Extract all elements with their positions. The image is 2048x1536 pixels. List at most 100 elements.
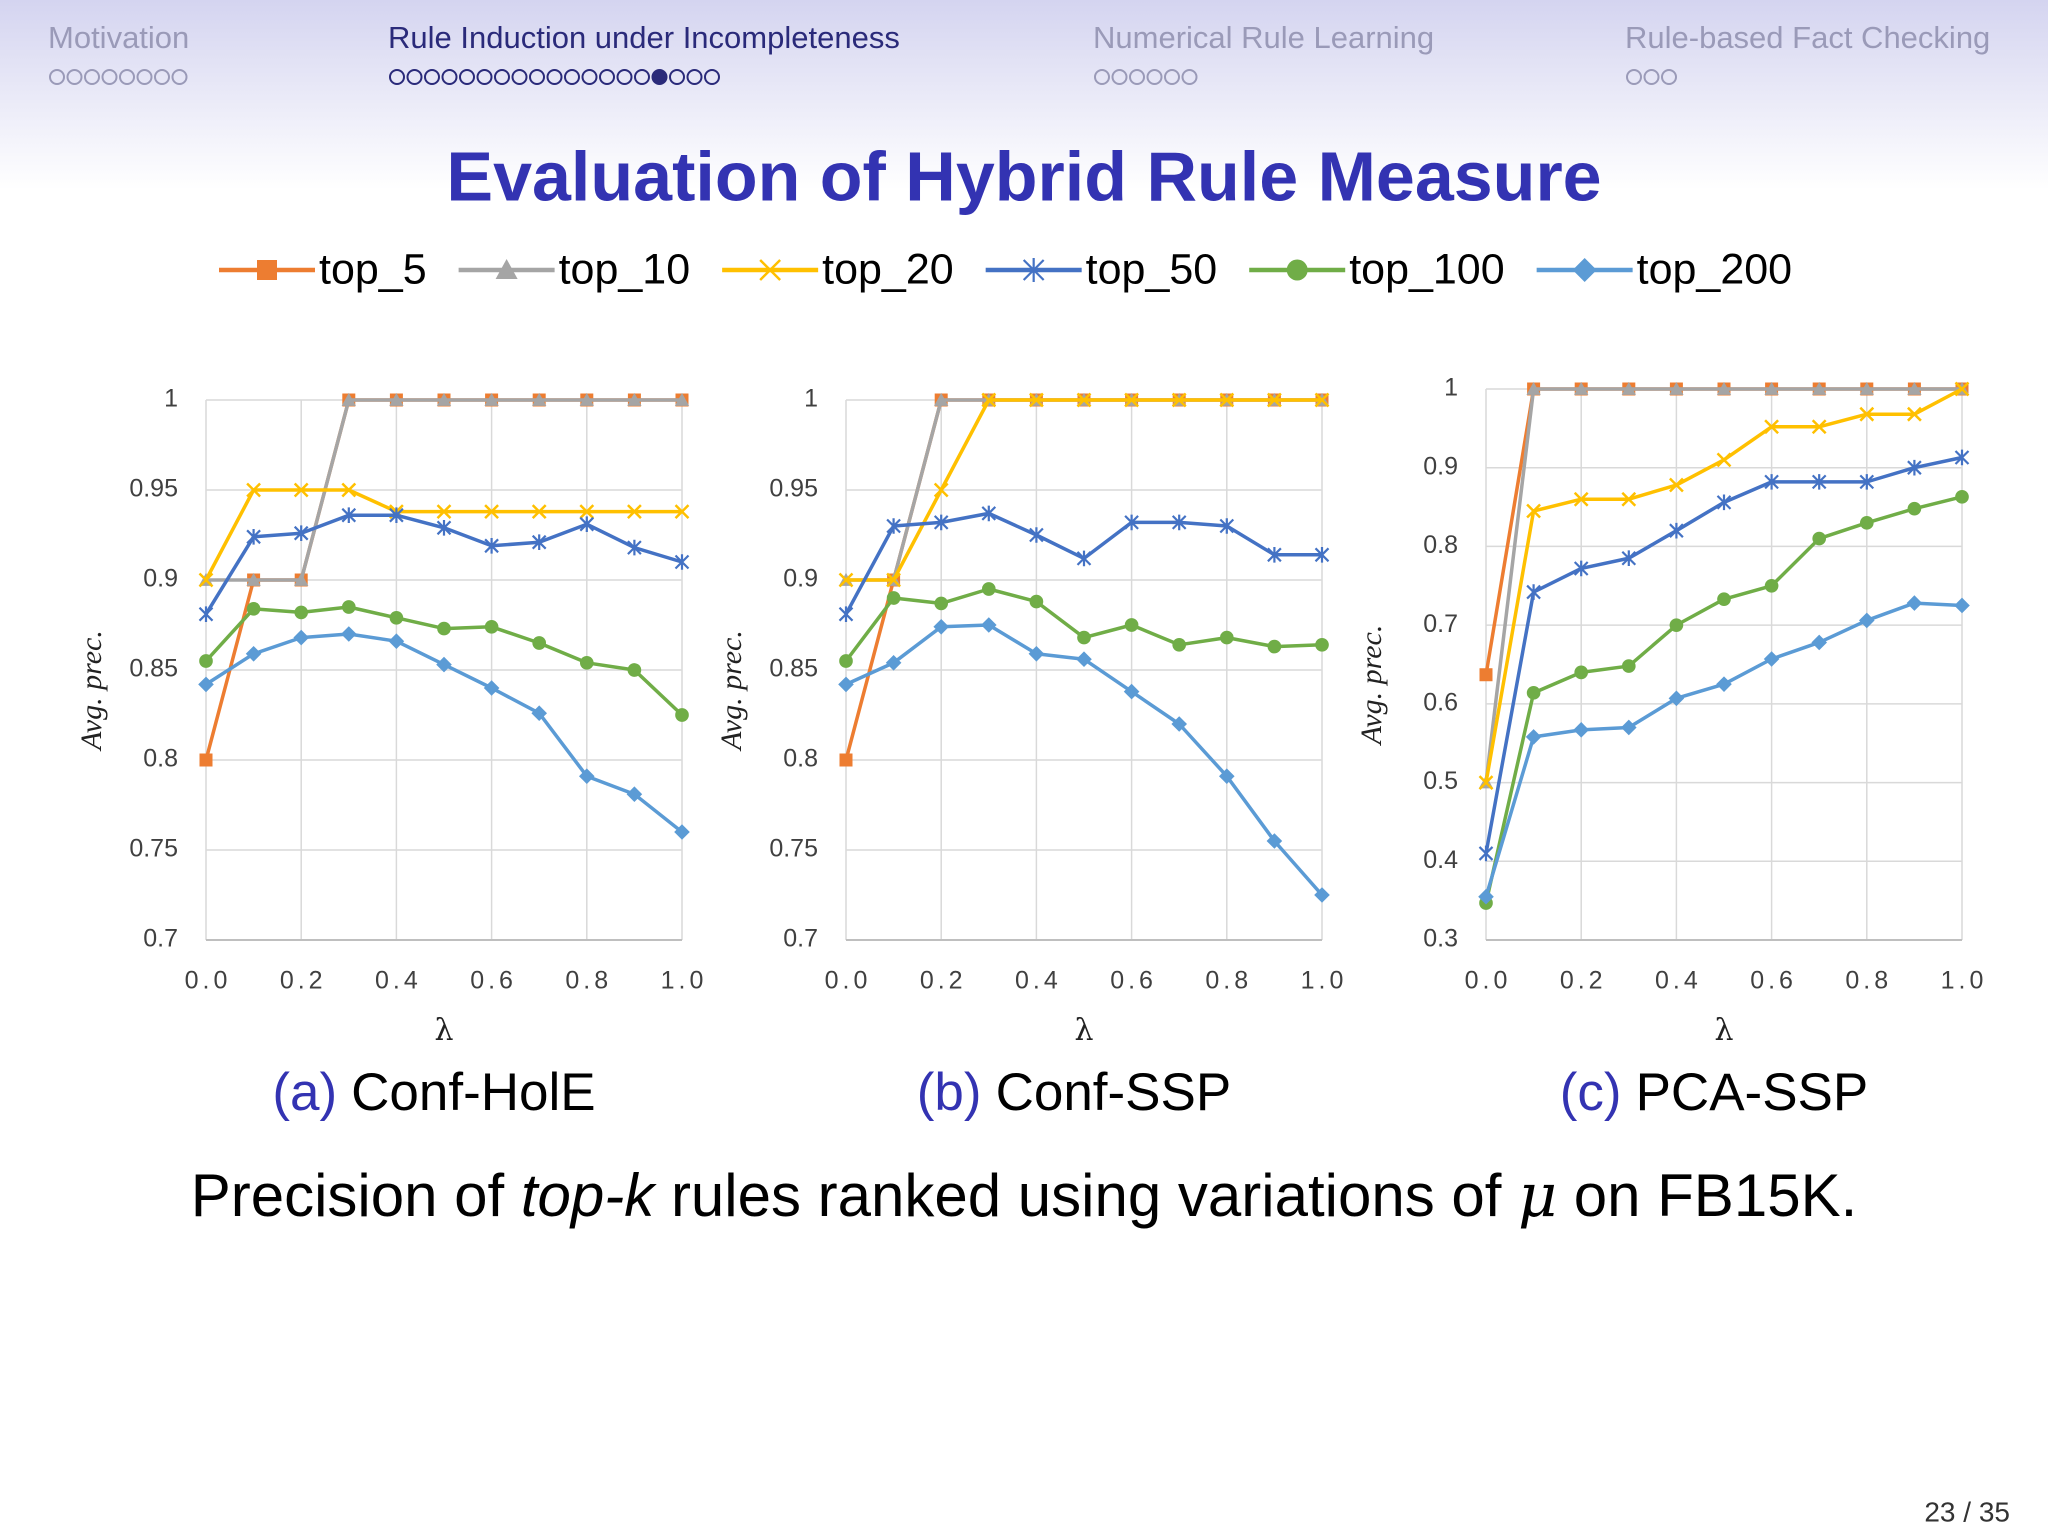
nav-dot [704,69,720,85]
marker [341,600,356,614]
nav-dot [1111,69,1128,85]
y-tick-label: 0.7 [783,925,818,953]
marker [1573,722,1589,738]
marker [531,534,547,550]
marker [579,504,595,519]
marker [484,504,499,519]
x-axis-label: λ [1074,1013,1093,1048]
marker [437,621,451,636]
marker [246,529,261,545]
marker [838,676,854,693]
marker [1171,392,1187,408]
marker [1669,618,1684,632]
y-tick-label: 0.95 [129,475,178,503]
series [198,482,690,588]
marker [1859,381,1874,395]
series-line [1484,495,1963,904]
nav-dot [476,69,493,85]
marker [1621,491,1637,507]
nav-item: Rule Induction under Incompleteness [388,20,900,55]
marker [1574,665,1589,680]
nav-dot [49,69,65,85]
marker [1314,392,1330,408]
marker [627,539,642,556]
marker [1763,651,1780,667]
x-tick-label: 0.8 [1205,967,1252,995]
marker [1123,683,1140,700]
marker [1668,690,1685,707]
nav-dot [651,69,668,85]
marker [1621,550,1637,567]
marker [1315,637,1329,652]
nav-dot [546,69,563,85]
marker [484,619,499,634]
marker [981,392,997,408]
marker [1478,888,1494,905]
y-tick-label: 0.6 [1423,688,1458,716]
x-tick-label: 0.4 [1655,967,1702,995]
marker [341,626,357,642]
nav-dot [494,69,510,85]
series [838,617,1330,903]
slide-title: Evaluation of Hybrid Rule Measure [446,137,1601,215]
marker [293,525,309,541]
marker [674,824,690,840]
y-tick-label: 0.75 [129,835,178,863]
y-tick-label: 0.8 [143,745,178,773]
marker [1526,503,1541,519]
subfigure-caption: (a) Conf-HolE [272,1063,595,1122]
marker [1171,716,1187,732]
series-line [1484,387,1962,676]
nav-item: Rule-based Fact Checking [1625,20,1990,55]
marker [294,605,309,620]
marker [1764,381,1779,395]
series [198,626,690,840]
series [839,582,1329,668]
marker [1573,560,1589,577]
marker [1526,584,1541,600]
caption-part: μ [1518,1161,1557,1231]
marker [389,392,404,406]
marker [436,504,452,519]
y-tick-label: 1 [804,385,818,413]
marker [1525,729,1542,745]
x-tick-label: 1.0 [1941,967,1988,995]
nav-dot [511,69,528,85]
marker [1717,592,1731,606]
marker [627,392,642,406]
marker [246,601,261,616]
nav-dot [1626,69,1642,85]
y-tick-label: 0.75 [769,835,818,863]
marker [579,516,595,532]
series [1478,381,1970,790]
marker [934,596,949,611]
marker [1812,531,1827,546]
nav-dot [564,69,580,85]
x-axis-label: λ [434,1013,453,1048]
marker [1478,775,1494,790]
series [1478,595,1970,905]
marker [1124,618,1139,632]
legend-label: top_20 [822,245,954,293]
legend-label: top_10 [559,245,691,293]
legend-label: top_200 [1637,245,1792,293]
marker [1621,659,1636,673]
y-tick-label: 0.5 [1423,767,1458,795]
marker [388,633,405,649]
marker [981,617,997,633]
marker [1621,719,1637,736]
y-tick-label: 0.3 [1423,925,1458,953]
x-tick-label: 0.6 [470,967,517,995]
marker [886,591,901,605]
marker [626,786,643,802]
marker [198,676,214,693]
marker [1716,381,1732,395]
nav-item: Motivation [48,20,189,55]
marker [1812,381,1827,395]
nav-dot [154,69,170,85]
y-tick-label: 0.7 [1423,610,1458,638]
marker [1219,768,1235,784]
marker [1907,406,1922,422]
marker [1029,392,1044,408]
